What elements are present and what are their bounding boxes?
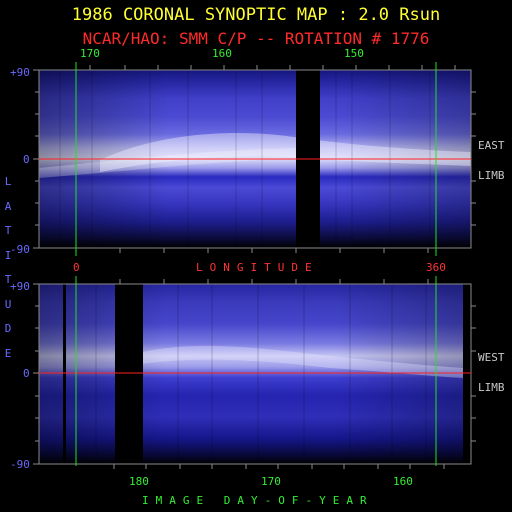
bottom-lat-label-north: +90 — [10, 280, 30, 293]
west-limb-label-2: LIMB — [478, 381, 505, 394]
top-lat-label-north: +90 — [10, 66, 30, 79]
bottom-lat-label-equator: 0 — [23, 367, 30, 380]
east-limb-label-2: LIMB — [478, 169, 505, 182]
carrington-label-170: 170 — [80, 47, 100, 60]
latitude-axis-letter: U — [4, 297, 12, 311]
latitude-axis-letter: E — [4, 346, 12, 360]
day-label-170: 170 — [261, 475, 281, 488]
carrington-label-160: 160 — [212, 47, 232, 60]
carrington-label-150: 150 — [344, 47, 364, 60]
latitude-axis-letter: D — [4, 322, 12, 335]
bottom-lat-label-south: -90 — [10, 458, 30, 471]
latitude-axis-letter: A — [4, 199, 12, 213]
day-label-160: 160 — [393, 475, 413, 488]
longitude-start-label: 0 — [73, 261, 80, 274]
east-limb-map — [33, 62, 476, 256]
latitude-axis-letter: L — [4, 175, 12, 188]
map-title: 1986 CORONAL SYNOPTIC MAP : 2.0 Rsun — [71, 5, 441, 25]
longitude-end-label: 360 — [426, 261, 446, 274]
latitude-axis-letter: T — [4, 273, 12, 286]
west-limb-label: WEST — [478, 351, 505, 364]
day-axis-title: IMAGE DAY-OF-YEAR — [142, 494, 374, 507]
latitude-axis-letter: T — [4, 224, 12, 237]
east-limb-label: EAST — [478, 139, 505, 152]
map-subtitle: NCAR/HAO: SMM C/P -- ROTATION # 1776 — [82, 29, 430, 48]
top-lat-label-south: -90 — [10, 243, 30, 256]
top-lat-label-equator: 0 — [23, 153, 30, 166]
latitude-axis-letter: I — [4, 248, 12, 262]
day-label-180: 180 — [129, 475, 149, 488]
west-limb-map — [33, 276, 476, 469]
longitude-axis-title: LONGITUDE — [196, 261, 319, 274]
